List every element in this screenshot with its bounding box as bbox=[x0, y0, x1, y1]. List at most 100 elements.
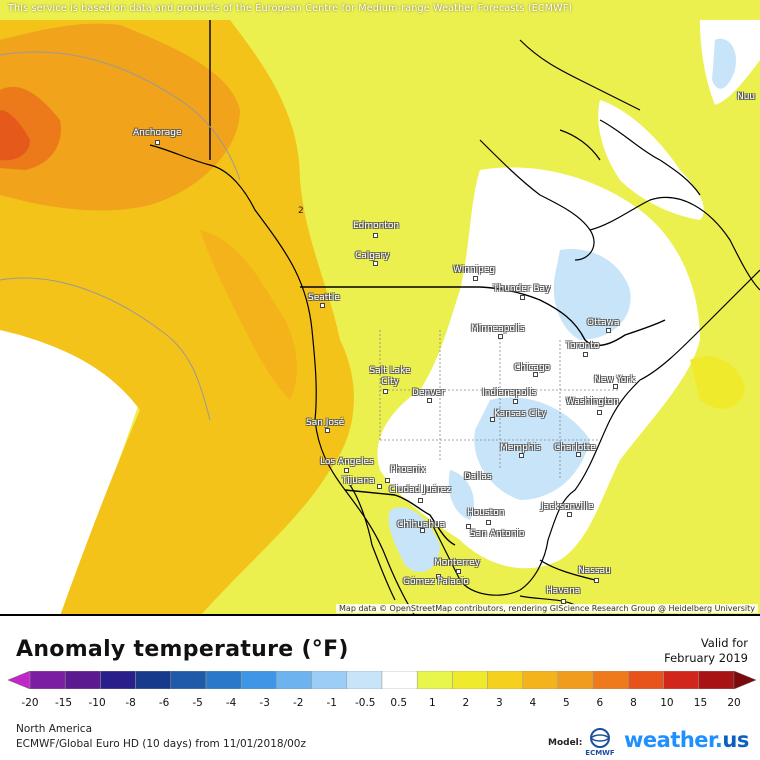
scale-swatch bbox=[135, 671, 172, 689]
scale-tick-label: 4 bbox=[529, 697, 537, 709]
scale-swatch bbox=[311, 671, 348, 689]
ecmwf-globe-icon bbox=[590, 728, 610, 748]
city-marker bbox=[385, 478, 390, 483]
scale-swatch bbox=[381, 671, 418, 689]
anomaly-map-canvas bbox=[0, 0, 760, 614]
scale-tick-label: -8 bbox=[125, 697, 136, 709]
valid-label: Valid for bbox=[700, 636, 748, 650]
city-marker bbox=[383, 389, 388, 394]
city-label: San Antonio bbox=[470, 529, 525, 539]
city-marker bbox=[427, 398, 432, 403]
city-label: Monterrey bbox=[434, 558, 480, 568]
city-marker bbox=[576, 452, 581, 457]
city-label: Charlotte bbox=[554, 443, 596, 453]
scale-swatch bbox=[64, 671, 101, 689]
city-label: Havana bbox=[546, 586, 581, 596]
forecast-map[interactable]: This service is based on data and produc… bbox=[0, 0, 760, 616]
state-lines bbox=[379, 330, 620, 480]
color-scale-ticks: -20 -15 -10 -8 -6 -5 -4 -3 -2 -1 -0.5 0.5 1 2 3 4 5 6 8 10 1… bbox=[0, 697, 760, 711]
scale-tick-label: -4 bbox=[225, 697, 237, 709]
city-marker bbox=[583, 352, 588, 357]
city-label: Memphis bbox=[500, 443, 541, 453]
scale-tick-label: 8 bbox=[630, 697, 637, 709]
city-label: Houston bbox=[467, 508, 505, 518]
scale-swatch bbox=[416, 671, 453, 689]
city-label: Dallas bbox=[464, 472, 492, 482]
city-marker bbox=[473, 276, 478, 281]
city-marker bbox=[606, 328, 611, 333]
neutral-zone-central bbox=[377, 167, 700, 569]
valid-date: February 2019 bbox=[664, 651, 748, 665]
city-label: Nuu bbox=[737, 92, 756, 102]
city-marker bbox=[567, 512, 572, 517]
cool-anomaly-mexico bbox=[388, 507, 440, 573]
scale-swatch bbox=[628, 671, 664, 689]
scale-tick-label: -1 bbox=[326, 697, 337, 709]
scale-tick-label: 0.5 bbox=[390, 697, 408, 709]
ecmwf-notice: This service is based on data and produc… bbox=[8, 3, 573, 14]
city-label: Calgary bbox=[355, 251, 390, 261]
scale-tick-label: -6 bbox=[158, 697, 170, 709]
city-marker bbox=[513, 399, 518, 404]
scale-tick-label: 6 bbox=[596, 697, 604, 709]
scale-tick-label: -2 bbox=[292, 697, 304, 709]
city-label: Gómez Palacio bbox=[403, 577, 469, 587]
scale-swatch bbox=[346, 671, 383, 689]
city-label: New York bbox=[594, 375, 636, 385]
cool-anomaly-great-lakes bbox=[553, 249, 631, 340]
city-label: Chicago bbox=[514, 363, 551, 373]
neutral-zone-north bbox=[598, 100, 704, 220]
city-marker bbox=[377, 484, 382, 489]
city-label: Tijuana bbox=[342, 476, 375, 486]
model-run-label: ECMWF/Global Euro HD (10 days) from 11/0… bbox=[16, 738, 306, 750]
brand-tld: us bbox=[722, 728, 749, 752]
city-label: Thunder Bay bbox=[493, 284, 551, 294]
city-marker bbox=[325, 428, 330, 433]
scale-tick-label: 2 bbox=[462, 697, 470, 709]
scale-swatch bbox=[452, 671, 488, 689]
neutral-zone-southwest bbox=[0, 560, 60, 614]
scale-swatch bbox=[663, 671, 700, 689]
city-label: Indianapolis bbox=[482, 388, 537, 398]
city-label: Anchorage bbox=[133, 128, 182, 138]
city-label: Ottawa bbox=[587, 318, 620, 328]
weather-us-logo[interactable]: weather.us bbox=[624, 728, 749, 752]
city-marker bbox=[436, 574, 441, 579]
scale-swatch bbox=[276, 671, 312, 689]
scale-tick-label: -3 bbox=[259, 697, 270, 709]
scale-tick-label: -20 bbox=[21, 697, 39, 709]
city-label: Washington bbox=[566, 397, 619, 407]
scale-swatch bbox=[240, 671, 277, 689]
contour-lines bbox=[0, 51, 241, 421]
city-label: Ciudad Juárez bbox=[389, 485, 451, 495]
city-marker bbox=[486, 520, 491, 525]
city-label: San José bbox=[306, 418, 345, 428]
color-scale-bar bbox=[8, 671, 756, 689]
city-marker bbox=[373, 233, 378, 238]
city-label: Edmonton bbox=[353, 221, 400, 231]
city-label: Denver bbox=[412, 388, 445, 398]
city-label: Kansas City bbox=[494, 409, 547, 419]
city-label: Jacksonville bbox=[541, 502, 594, 512]
city-marker bbox=[373, 261, 378, 266]
city-marker bbox=[466, 524, 471, 529]
city-marker bbox=[418, 498, 423, 503]
city-label: Minneapolis bbox=[471, 324, 525, 334]
cool-anomaly-texas bbox=[448, 470, 474, 520]
scale-tick-label: 5 bbox=[563, 697, 570, 709]
scale-tick-label: 10 bbox=[660, 697, 674, 709]
ecmwf-logo-text: ECMWF bbox=[585, 749, 615, 757]
city-label: Winnipeg bbox=[453, 265, 496, 275]
cool-anomaly-south-central bbox=[474, 397, 590, 500]
city-label: Los Angeles bbox=[320, 457, 374, 467]
city-marker bbox=[613, 384, 618, 389]
ecmwf-logo[interactable]: ECMWF bbox=[580, 727, 620, 757]
scale-tick-label: -5 bbox=[192, 697, 203, 709]
model-label: Model: bbox=[548, 738, 583, 748]
city-marker bbox=[490, 417, 495, 422]
city-marker bbox=[420, 528, 425, 533]
scale-swatch bbox=[170, 671, 207, 689]
legend-title: Anomaly temperature (°F) bbox=[16, 637, 349, 662]
city-label: Salt Lake City bbox=[369, 366, 411, 387]
scale-tick-label: 1 bbox=[428, 697, 436, 709]
